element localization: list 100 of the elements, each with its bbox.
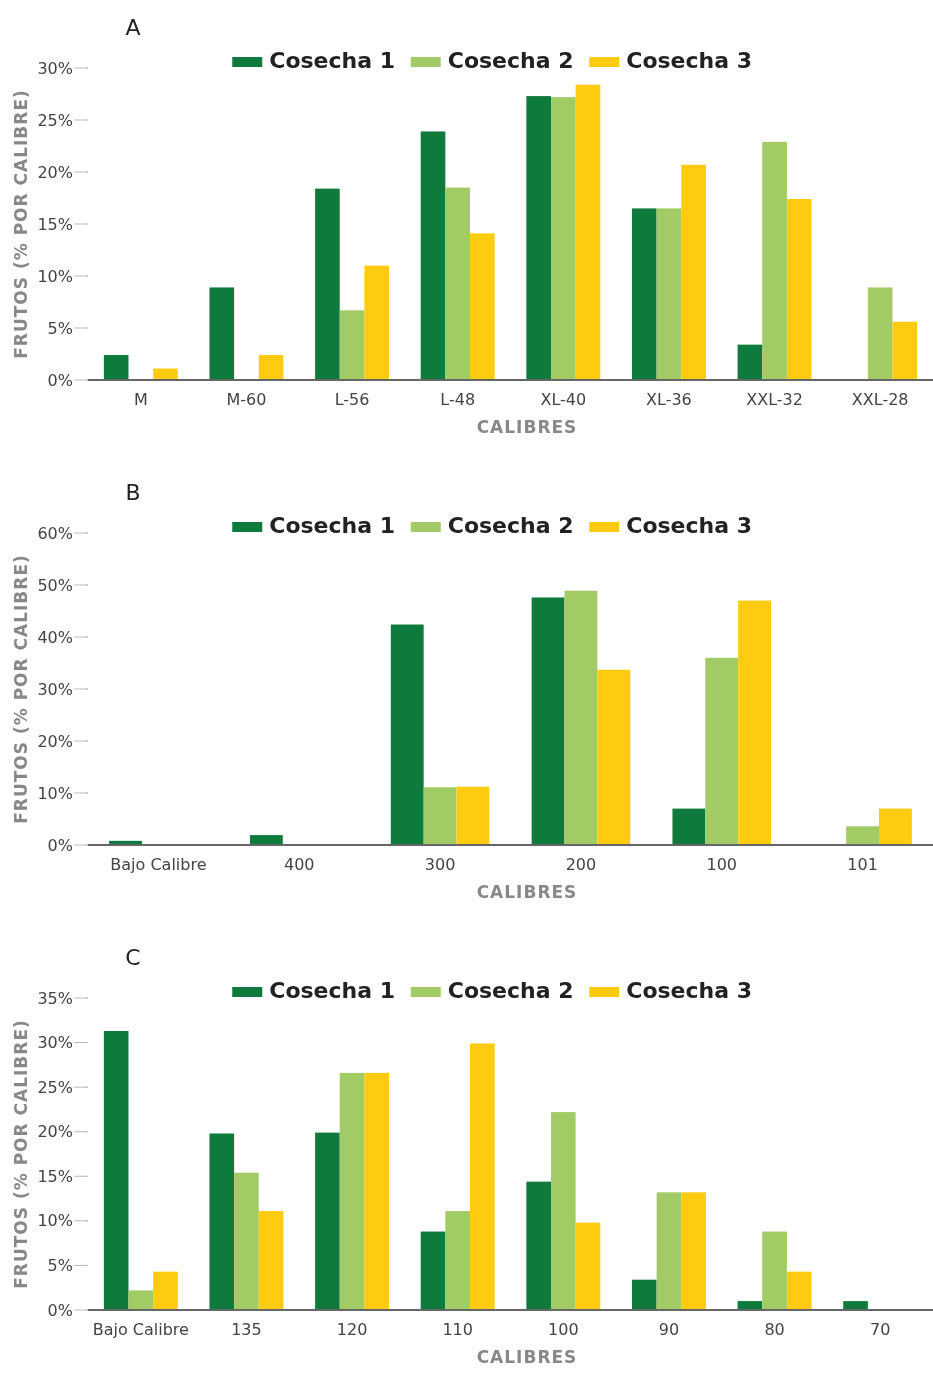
x-tick-label: 120: [336, 1320, 368, 1339]
bar: [423, 787, 457, 845]
bar: [234, 1172, 259, 1310]
bar: [103, 355, 129, 380]
x-tick-label: 101: [847, 855, 878, 874]
y-tick-label: 10%: [37, 1211, 73, 1231]
bar: [526, 1181, 551, 1310]
bar: [364, 1072, 390, 1310]
bar: [762, 1231, 787, 1310]
bar: [364, 265, 390, 380]
bar: [737, 344, 763, 380]
y-tick-label: 60%: [37, 523, 73, 543]
bar: [445, 1211, 471, 1310]
bar: [209, 287, 235, 380]
y-axis-title: FRUTOS (% POR CALIBRE): [11, 1019, 31, 1289]
y-tick-label: 20%: [37, 162, 73, 182]
legend-label: Cosecha 3: [626, 978, 753, 1003]
bar: [209, 1133, 235, 1310]
y-tick-label: 5%: [47, 318, 73, 338]
bar: [315, 188, 340, 380]
bar: [879, 808, 912, 845]
y-tick-label: 25%: [37, 1077, 73, 1097]
bar: [445, 187, 471, 380]
x-tick-label: M-60: [226, 390, 267, 409]
bar: [456, 786, 490, 845]
y-tick-label: 0%: [47, 370, 73, 390]
bar: [843, 1301, 868, 1310]
bar: [575, 1222, 601, 1310]
x-tick-label: XXL-28: [851, 390, 909, 409]
y-tick-label: 25%: [37, 110, 73, 130]
bar: [892, 321, 918, 380]
bar: [153, 1271, 178, 1310]
bar: [420, 131, 446, 380]
legend-label: Cosecha 2: [447, 48, 574, 73]
bar: [249, 835, 283, 845]
y-tick-label: 40%: [37, 627, 73, 647]
y-tick-label: 10%: [37, 783, 73, 803]
bar: [867, 287, 893, 380]
y-tick-label: 15%: [37, 1166, 73, 1186]
chart-title: C: [125, 945, 141, 970]
bar: [705, 657, 739, 845]
bar: [339, 310, 365, 380]
bar: [550, 1112, 576, 1310]
x-tick-label: L-56: [334, 390, 370, 409]
y-tick-label: 30%: [37, 1033, 73, 1053]
bar: [470, 1043, 495, 1310]
y-tick-label: 30%: [37, 679, 73, 699]
bar: [526, 96, 551, 380]
y-tick-label: 35%: [37, 988, 73, 1008]
x-axis-title: CALIBRES: [476, 882, 578, 902]
bar: [681, 164, 706, 380]
y-tick-label: 30%: [37, 58, 73, 78]
x-tick-label: XL-40: [540, 390, 587, 409]
bar: [738, 600, 772, 845]
chart-title: A: [125, 15, 141, 40]
bar: [575, 84, 601, 380]
bar: [656, 208, 682, 380]
bar: [103, 1030, 129, 1310]
x-tick-label: 110: [442, 1320, 473, 1339]
x-tick-label: 70: [870, 1320, 891, 1339]
bar: [762, 141, 787, 380]
y-tick-label: 20%: [37, 731, 73, 751]
y-tick-label: 0%: [47, 835, 73, 855]
legend-label: Cosecha 2: [447, 513, 574, 538]
bar: [128, 1290, 154, 1310]
x-tick-label: 100: [706, 855, 738, 874]
x-tick-label: 135: [231, 1320, 262, 1339]
bar: [786, 199, 812, 380]
x-tick-label: 200: [565, 855, 597, 874]
bar: [420, 1231, 446, 1310]
x-axis-title: CALIBRES: [476, 417, 578, 437]
y-tick-label: 5%: [47, 1256, 73, 1276]
x-tick-label: Bajo Calibre: [92, 1320, 189, 1339]
bar: [672, 808, 706, 845]
legend-label: Cosecha 1: [269, 978, 396, 1003]
x-tick-label: Bajo Calibre: [110, 855, 207, 874]
x-tick-label: L-48: [440, 390, 476, 409]
bar: [656, 1192, 682, 1310]
legend-label: Cosecha 1: [269, 48, 396, 73]
x-tick-label: M: [133, 390, 148, 409]
y-axis-title: FRUTOS (% POR CALIBRE): [11, 89, 31, 359]
bar: [597, 669, 631, 845]
x-tick-label: 300: [424, 855, 456, 874]
y-tick-label: 50%: [37, 575, 73, 595]
bar: [564, 590, 598, 845]
bar: [390, 624, 424, 845]
chart-title: B: [125, 480, 141, 505]
legend-label: Cosecha 3: [626, 48, 753, 73]
x-tick-label: XL-36: [646, 390, 692, 409]
y-tick-label: 10%: [37, 266, 73, 286]
bar: [470, 233, 495, 380]
y-tick-label: 0%: [47, 1300, 73, 1320]
x-axis-title: CALIBRES: [476, 1347, 578, 1367]
bar: [550, 97, 576, 380]
bar: [531, 597, 565, 845]
bar: [631, 208, 657, 380]
legend-label: Cosecha 2: [447, 978, 574, 1003]
bar: [258, 355, 284, 380]
x-tick-label: 400: [283, 855, 315, 874]
legend-label: Cosecha 3: [626, 513, 753, 538]
